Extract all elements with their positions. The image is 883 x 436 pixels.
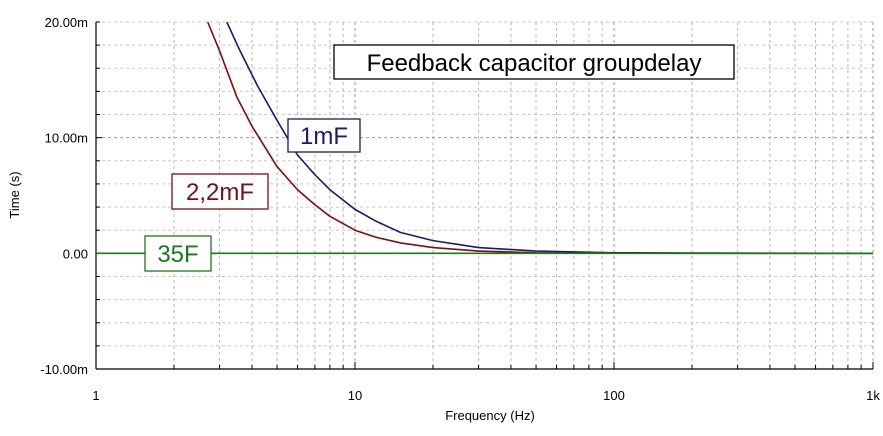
- y-tick-label: 10.00m: [45, 131, 88, 146]
- tick-labels: 20.00m 10.00m 0.00 -10.00m 1 10 100 1k: [40, 15, 880, 403]
- series-lines: [96, 21, 874, 255]
- x-tick-label: 10: [348, 388, 362, 403]
- annotation-35F-text: 35F: [157, 241, 198, 268]
- x-tick-label: 1k: [866, 388, 880, 403]
- annotation-35F: 35F: [144, 235, 212, 272]
- annotation-2-2mF-text: 2,2mF: [186, 179, 254, 206]
- annotation-1mF: 1mF: [287, 118, 361, 153]
- x-tick-label: 100: [603, 388, 625, 403]
- y-tick-label: 0.00: [63, 246, 88, 261]
- grid: [95, 21, 874, 370]
- annotation-1mF-text: 1mF: [300, 123, 348, 150]
- y-axis-label: Time (s): [7, 171, 22, 218]
- series-line-1: [226, 21, 874, 255]
- chart-title-box: Feedback capacitor groupdelay: [333, 44, 735, 80]
- x-axis-label: Frequency (Hz): [445, 408, 535, 423]
- axes: [95, 21, 874, 370]
- x-tick-label: 1: [92, 388, 99, 403]
- series-line-2: [206, 21, 874, 255]
- y-tick-label: -10.00m: [40, 362, 88, 377]
- annotation-2-2mF: 2,2mF: [171, 173, 269, 210]
- y-tick-label: 20.00m: [45, 15, 88, 30]
- chart-title: Feedback capacitor groupdelay: [367, 50, 702, 77]
